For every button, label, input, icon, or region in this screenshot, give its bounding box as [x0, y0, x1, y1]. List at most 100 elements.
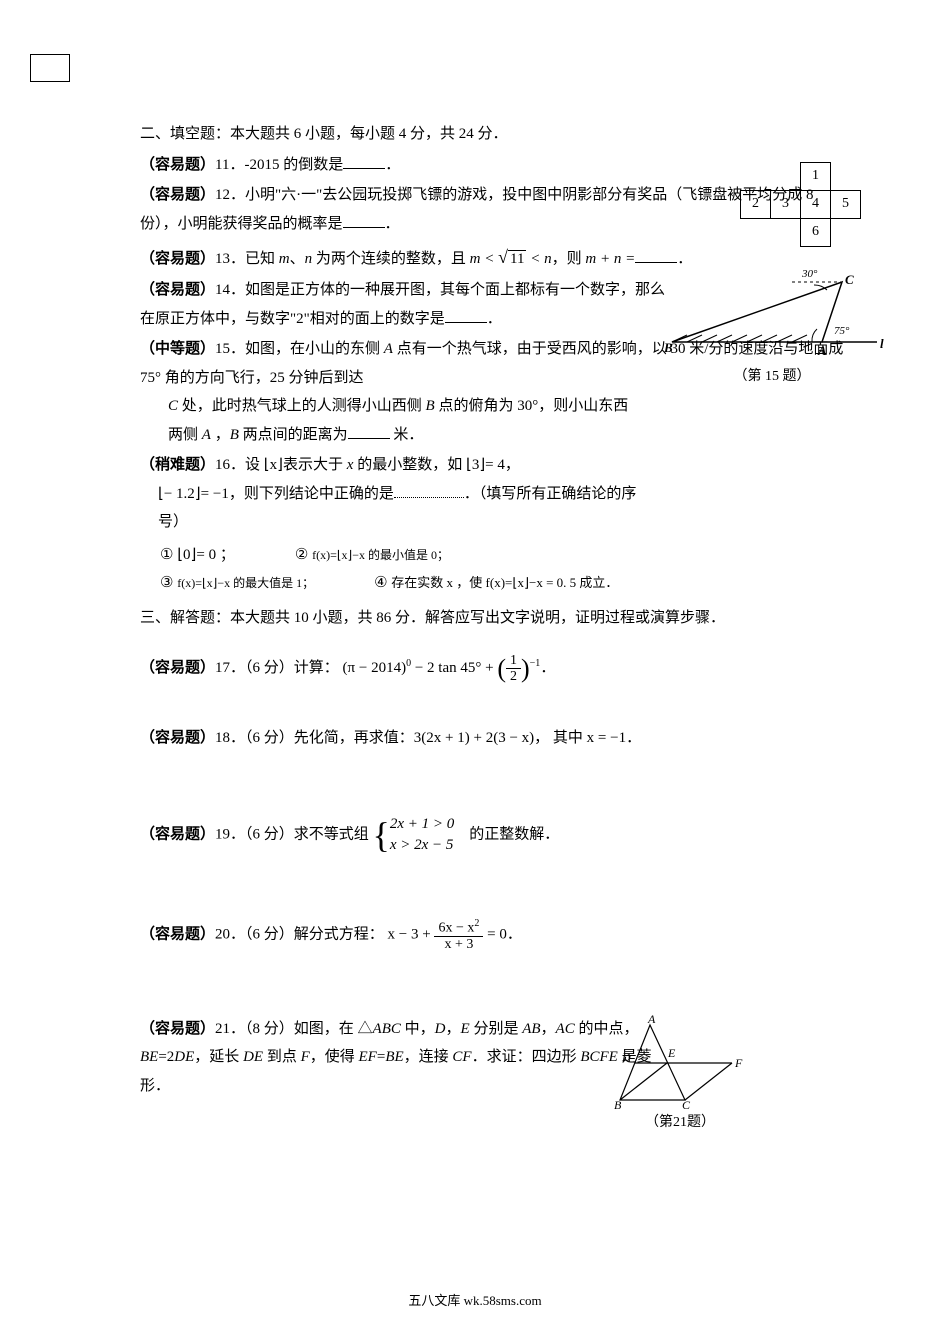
q21-lB: B	[614, 1098, 622, 1110]
q19-tail: 的正整数解．	[469, 827, 559, 843]
q15-C: C	[168, 398, 178, 414]
q20-left: x − 3 +	[388, 927, 431, 943]
q15-end: 米．	[393, 427, 423, 443]
q14-blank	[445, 308, 487, 323]
q15-t6: 两点间的距离为	[239, 427, 348, 443]
q16-items: ① ⌊0⌋= 0 ； ② f(x)=⌊x⌋−x 的最小值是 0； ③ f(x)=…	[140, 541, 850, 598]
q13-blank	[635, 248, 677, 263]
q16-t5: ，则下列结论中正确的是	[229, 486, 394, 502]
q17-end: ．	[540, 660, 555, 676]
q13-sum: m + n =	[585, 251, 635, 267]
section3-header: 三、解答题：本大题共 10 小题，共 86 分．解答应写出文字说明，证明过程或演…	[140, 604, 850, 633]
q16-f3: ⌊3⌋= 4	[466, 457, 505, 473]
q21-caption: （第21题）	[610, 1110, 750, 1137]
q12-num: 12．	[215, 187, 245, 203]
q21-lF: F	[734, 1056, 743, 1070]
q13-ineq1: m <	[470, 251, 498, 267]
q20-difficulty: （容易题）	[140, 926, 215, 943]
q17-difficulty: （容易题）	[140, 659, 215, 676]
q21-lE: E	[667, 1046, 676, 1060]
q13-m: m	[279, 251, 290, 267]
q17-fd: 2	[506, 669, 521, 684]
q20-fn: 6x − x	[438, 921, 474, 936]
q15-num: 15．	[215, 341, 245, 357]
q11-end: ．	[385, 157, 400, 173]
q16-difficulty: （稍难题）	[140, 456, 215, 473]
q13-t1: 已知	[245, 251, 279, 267]
q21-abc: ABC	[373, 1021, 401, 1037]
question-13: （容易题）13．已知 m、n 为两个连续的整数，且 m < √11 < n，则 …	[140, 240, 850, 274]
q19-l2: x > 2x − 5	[390, 835, 454, 856]
q21-num: 21．	[215, 1021, 245, 1037]
q13-ineq2: < n	[526, 251, 551, 267]
q13-sqrt: 11	[508, 250, 526, 267]
q16-t3: 的最小整数，如	[353, 457, 466, 473]
q21-difficulty: （容易题）	[140, 1020, 215, 1037]
question-18: （容易题）18．（6 分）先化简，再求值：3(2x + 1) + 2(3 − x…	[140, 724, 850, 753]
q14-num: 14．	[215, 282, 245, 298]
q17-b: − 2 tan 45° +	[411, 660, 497, 676]
q21-lA: A	[647, 1015, 656, 1026]
q21-AB: AB	[522, 1021, 540, 1037]
q21-t11: ，连接	[404, 1049, 453, 1065]
q21-DE: DE	[174, 1049, 194, 1065]
q21-t1: 中，	[401, 1021, 435, 1037]
q16-num: 16．	[215, 457, 245, 473]
q18-pts: （6 分）先化简，再求值：	[245, 730, 414, 746]
q16-i3n: ③	[160, 575, 173, 591]
q20-fnsup: 2	[474, 918, 479, 929]
q14-difficulty: （容易题）	[140, 281, 215, 298]
q13-num: 13．	[215, 251, 245, 267]
q11-num: 11．	[215, 157, 244, 173]
q13-t3: 为两个连续的整数，且	[312, 251, 470, 267]
q21-t7: ，延长	[194, 1049, 243, 1065]
q17-pts: （6 分）计算：	[245, 660, 339, 676]
q18-difficulty: （容易题）	[140, 729, 215, 746]
q13-end: ．	[677, 251, 692, 267]
q16-i1n: ①	[160, 547, 173, 563]
q16-t2: 表示大于	[283, 457, 347, 473]
question-20: （容易题）20．（6 分）解分式方程： x − 3 + 6x − x2x + 3…	[140, 918, 850, 952]
q11-difficulty: （容易题）	[140, 156, 215, 173]
q13-t2: 、	[290, 251, 305, 267]
question-15: （中等题）15．如图，在小山的东侧 A 点有一个热气球，由于受西风的影响，以 3…	[140, 335, 850, 449]
q20-right: = 0	[487, 927, 507, 943]
q21-CF: CF	[452, 1049, 471, 1065]
q18-tail: ， 其中 x = −1．	[534, 730, 641, 746]
question-19: （容易题）19．（6 分）求不等式组 { 2x + 1 > 0 x > 2x −…	[140, 814, 850, 856]
q21-t9: ，使得	[310, 1049, 359, 1065]
q16-i2n: ②	[295, 547, 308, 563]
q11-text: -2015 的倒数是	[244, 157, 343, 173]
side-note-box	[30, 54, 70, 82]
q17-num: 17．	[215, 660, 245, 676]
q21-E: E	[461, 1021, 470, 1037]
q17-a: (π − 2014)	[343, 660, 407, 676]
q21-EF: EF	[359, 1049, 377, 1065]
q19-difficulty: （容易题）	[140, 826, 215, 843]
q15-t1: 如图，在小山的东侧	[245, 341, 384, 357]
q16-i4n: ④	[374, 575, 387, 591]
q16-i2: f(x)=⌊x⌋−x 的最小值是 0；	[312, 548, 449, 562]
q21-DE2: DE	[243, 1049, 263, 1065]
q16-i4: 存在实数 x ，使 f(x)=⌊x⌋−x = 0. 5 成立．	[391, 575, 618, 590]
q13-t4: ，则	[552, 251, 586, 267]
q19-l1: 2x + 1 > 0	[390, 814, 454, 835]
q21-BE: BE	[140, 1049, 158, 1065]
q20-pts: （6 分）解分式方程：	[245, 927, 384, 943]
q16-fneg: ⌊− 1.2⌋= −1	[158, 486, 229, 502]
q19-pts: （6 分）求不等式组	[245, 827, 369, 843]
q12-end: ．	[385, 216, 400, 232]
q13-difficulty: （容易题）	[140, 250, 215, 267]
q16-t4: ，	[505, 457, 520, 473]
q18-expr: 3(2x + 1) + 2(3 − x)	[414, 730, 534, 746]
question-21: （容易题）21．（8 分）如图，在 △ABC 中，D，E 分别是 AB，AC 的…	[140, 1015, 850, 1101]
q11-blank	[343, 154, 385, 169]
q21-t4: ，	[541, 1021, 556, 1037]
q19-num: 19．	[215, 827, 245, 843]
q15-B: B	[426, 398, 435, 414]
q21-t12: ．求证：四边形	[472, 1049, 581, 1065]
q12-blank	[343, 213, 385, 228]
q17-sup: −1	[530, 658, 541, 669]
q21-BE2: BE	[385, 1049, 403, 1065]
q16-i1: ⌊0⌋= 0 ；	[177, 547, 235, 563]
